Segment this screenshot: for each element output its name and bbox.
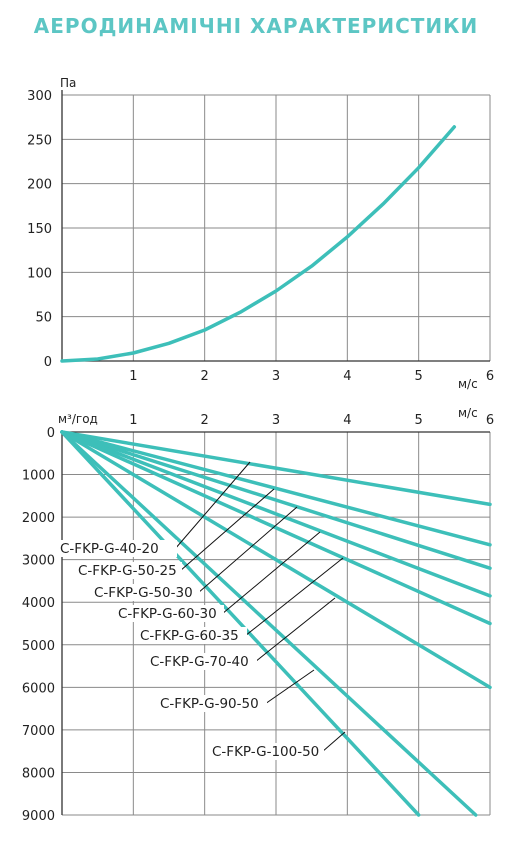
- y-tick-label: 6000: [22, 681, 55, 696]
- label-background: [148, 653, 257, 670]
- x-tick-label: 3: [272, 369, 280, 384]
- leader-line: [174, 461, 251, 550]
- leader-line: [244, 557, 344, 637]
- x-tick-label: 1: [129, 369, 137, 384]
- y-axis-label: м³/год: [58, 412, 98, 426]
- label-background: [116, 605, 224, 622]
- series-line: [60, 430, 492, 547]
- leader-line: [264, 669, 315, 705]
- series-label: C-FKP-G-50-30: [94, 585, 193, 601]
- y-tick-label: 0: [44, 355, 52, 370]
- x-tick-label: 5: [415, 369, 423, 384]
- series-line: [60, 430, 492, 626]
- series-line: [60, 430, 492, 507]
- y-tick-label: 5000: [22, 639, 55, 654]
- pressure-curve: [60, 125, 457, 363]
- series-line: [60, 430, 421, 817]
- chart-title: АЕРОДИНАМІЧНІ ХАРАКТЕРИСТИКИ: [33, 14, 479, 38]
- x-tick-label: 1: [129, 413, 137, 428]
- x-tick-label: 4: [343, 413, 351, 428]
- y-tick-label: 200: [27, 178, 52, 193]
- y-tick-label: 2000: [22, 511, 55, 526]
- y-tick-label: 100: [27, 266, 52, 281]
- series-label: C-FKP-G-60-35: [140, 628, 239, 644]
- series-label: C-FKP-G-70-40: [150, 654, 249, 670]
- series-label: C-FKP-G-60-30: [118, 606, 217, 622]
- leader-line: [179, 488, 275, 572]
- series-line: [60, 430, 478, 817]
- y-tick-label: 0: [47, 426, 55, 441]
- leader-line: [197, 506, 298, 594]
- y-tick-label: 150: [27, 222, 52, 237]
- series-line: [60, 430, 492, 598]
- series-label: C-FKP-G-50-25: [78, 563, 177, 579]
- y-tick-label: 7000: [22, 724, 55, 739]
- series-label: C-FKP-G-40-20: [60, 541, 159, 557]
- y-tick-label: 1000: [22, 469, 55, 484]
- label-background: [210, 743, 324, 760]
- x-tick-label: 3: [272, 413, 280, 428]
- y-tick-label: 300: [27, 89, 52, 104]
- x-tick-label: 2: [201, 413, 209, 428]
- label-background: [92, 584, 200, 601]
- series-line: [60, 430, 492, 570]
- label-background: [138, 627, 247, 644]
- x-tick-label: 4: [343, 369, 351, 384]
- y-tick-label: 8000: [22, 766, 55, 781]
- x-axis-label: м/с: [458, 406, 478, 420]
- y-tick-label: 4000: [22, 596, 55, 611]
- label-background: [158, 695, 267, 712]
- series-label: C-FKP-G-90-50: [160, 696, 259, 712]
- leader-line: [321, 731, 346, 753]
- y-tick-label: 3000: [22, 554, 55, 569]
- label-background: [58, 540, 177, 557]
- x-tick-label: 2: [201, 369, 209, 384]
- x-axis-label: м/с: [458, 377, 478, 391]
- pressure-chart: 0 50 100 150 200 250 300 1 2 3 4 5 6 Па м/с: [27, 76, 494, 391]
- x-tick-label: 6: [486, 369, 494, 384]
- y-tick-label: 9000: [22, 809, 55, 824]
- x-tick-label: 6: [486, 413, 494, 428]
- y-tick-label: 250: [27, 133, 52, 148]
- series-line: [60, 430, 492, 690]
- y-axis-label: Па: [60, 76, 76, 90]
- y-tick-label: 50: [35, 311, 52, 326]
- airflow-chart: 0 1000 2000 3000 4000 5000 6000 7000 8000 9000 1 2 3…: [22, 406, 494, 824]
- label-background: [76, 562, 182, 579]
- leader-line: [254, 597, 336, 663]
- series-label: C-FKP-G-100-50: [212, 744, 319, 760]
- x-tick-label: 5: [415, 413, 423, 428]
- leader-line: [221, 531, 321, 615]
